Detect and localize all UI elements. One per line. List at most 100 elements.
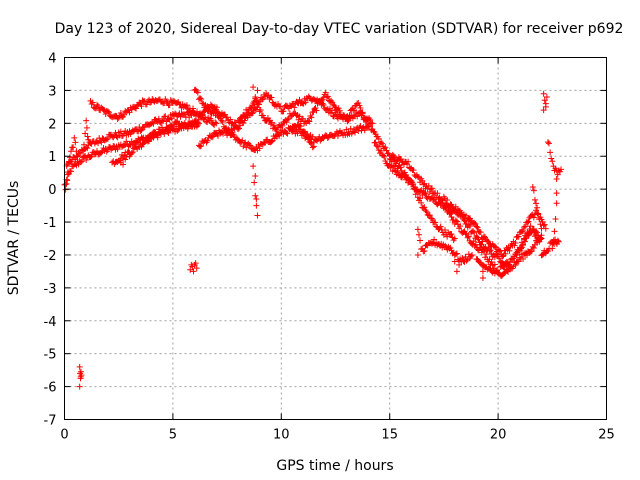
data-point [77,373,84,380]
axes: 0 5 10 15 20 25 -7 -6 -5 -4 -3 -2 -1 0 1 2 3 4 [44,52,615,443]
data-point [518,244,525,251]
data-point [505,268,512,275]
data-point [309,144,316,151]
data-point [531,196,538,203]
data-point [334,132,341,139]
data-point [98,149,105,156]
data-point [535,235,542,242]
data-point [270,122,277,129]
data-point [224,114,231,121]
data-point [319,100,326,107]
data-point [214,132,221,139]
data-point [68,168,75,175]
data-point [471,229,478,236]
data-point [166,101,173,108]
data-point [477,229,484,236]
data-point [390,152,397,159]
data-point [501,269,508,276]
data-point [123,138,130,145]
data-point [291,104,298,111]
data-point [530,228,537,235]
data-point [336,107,343,114]
data-point [193,120,200,127]
data-point [136,99,143,106]
data-point [426,189,433,196]
data-point [452,251,459,258]
data-point [117,110,124,117]
data-point [428,185,435,192]
data-point [531,233,538,240]
data-point [328,107,335,114]
data-point [453,218,460,225]
data-point [302,99,309,106]
data-point [515,233,522,240]
data-point [254,87,261,94]
data-point [226,127,233,134]
data-point [251,179,258,186]
data-point [471,219,478,226]
data-point [350,112,357,119]
data-point [421,248,428,255]
data-point [312,104,319,111]
data-point [428,215,435,222]
data-point [128,150,135,157]
data-point [94,101,101,108]
data-point [276,132,283,139]
data-point [417,195,424,202]
data-point [533,207,540,214]
data-point [465,233,472,240]
data-point [522,223,529,230]
data-point [470,238,477,245]
data-point [451,258,458,265]
data-point [468,253,474,260]
data-point [422,190,429,197]
data-point [502,250,509,257]
data-point [344,118,351,125]
data-point [517,245,524,252]
data-point [103,136,110,143]
data-point [390,163,397,170]
data-point [251,103,258,110]
data-point [219,119,226,126]
data-point [277,103,284,110]
data-point [85,136,92,143]
y-tick-label: 0 [48,183,56,198]
data-point [383,147,390,154]
data-point [322,89,329,96]
data-point [522,238,529,245]
data-point [236,125,243,132]
data-point [83,124,90,131]
data-point [213,104,220,111]
data-point [442,242,449,249]
data-point [381,153,388,160]
data-point [122,156,129,163]
data-point [518,228,525,235]
data-point [299,128,306,135]
data-point [273,128,280,135]
data-point [441,227,448,234]
data-point [254,212,261,219]
y-tick-label: 3 [48,84,56,99]
data-point [252,93,259,100]
data-point [192,86,199,93]
data-point [310,108,317,115]
data-point [190,268,197,275]
data-point [252,192,259,199]
data-point [230,122,237,129]
data-point [467,215,474,222]
data-point [68,148,75,155]
data-point [417,237,424,244]
data-point [447,201,454,208]
data-point [414,226,421,233]
data-point [506,247,513,254]
data-point [213,120,220,127]
data-point [472,241,479,248]
data-point [305,117,312,124]
data-point [417,188,424,195]
data-point [488,259,495,266]
data-point [197,95,203,102]
data-point [95,103,102,110]
data-point [137,128,144,135]
data-point [522,235,529,242]
y-tick-label: 2 [48,117,56,132]
